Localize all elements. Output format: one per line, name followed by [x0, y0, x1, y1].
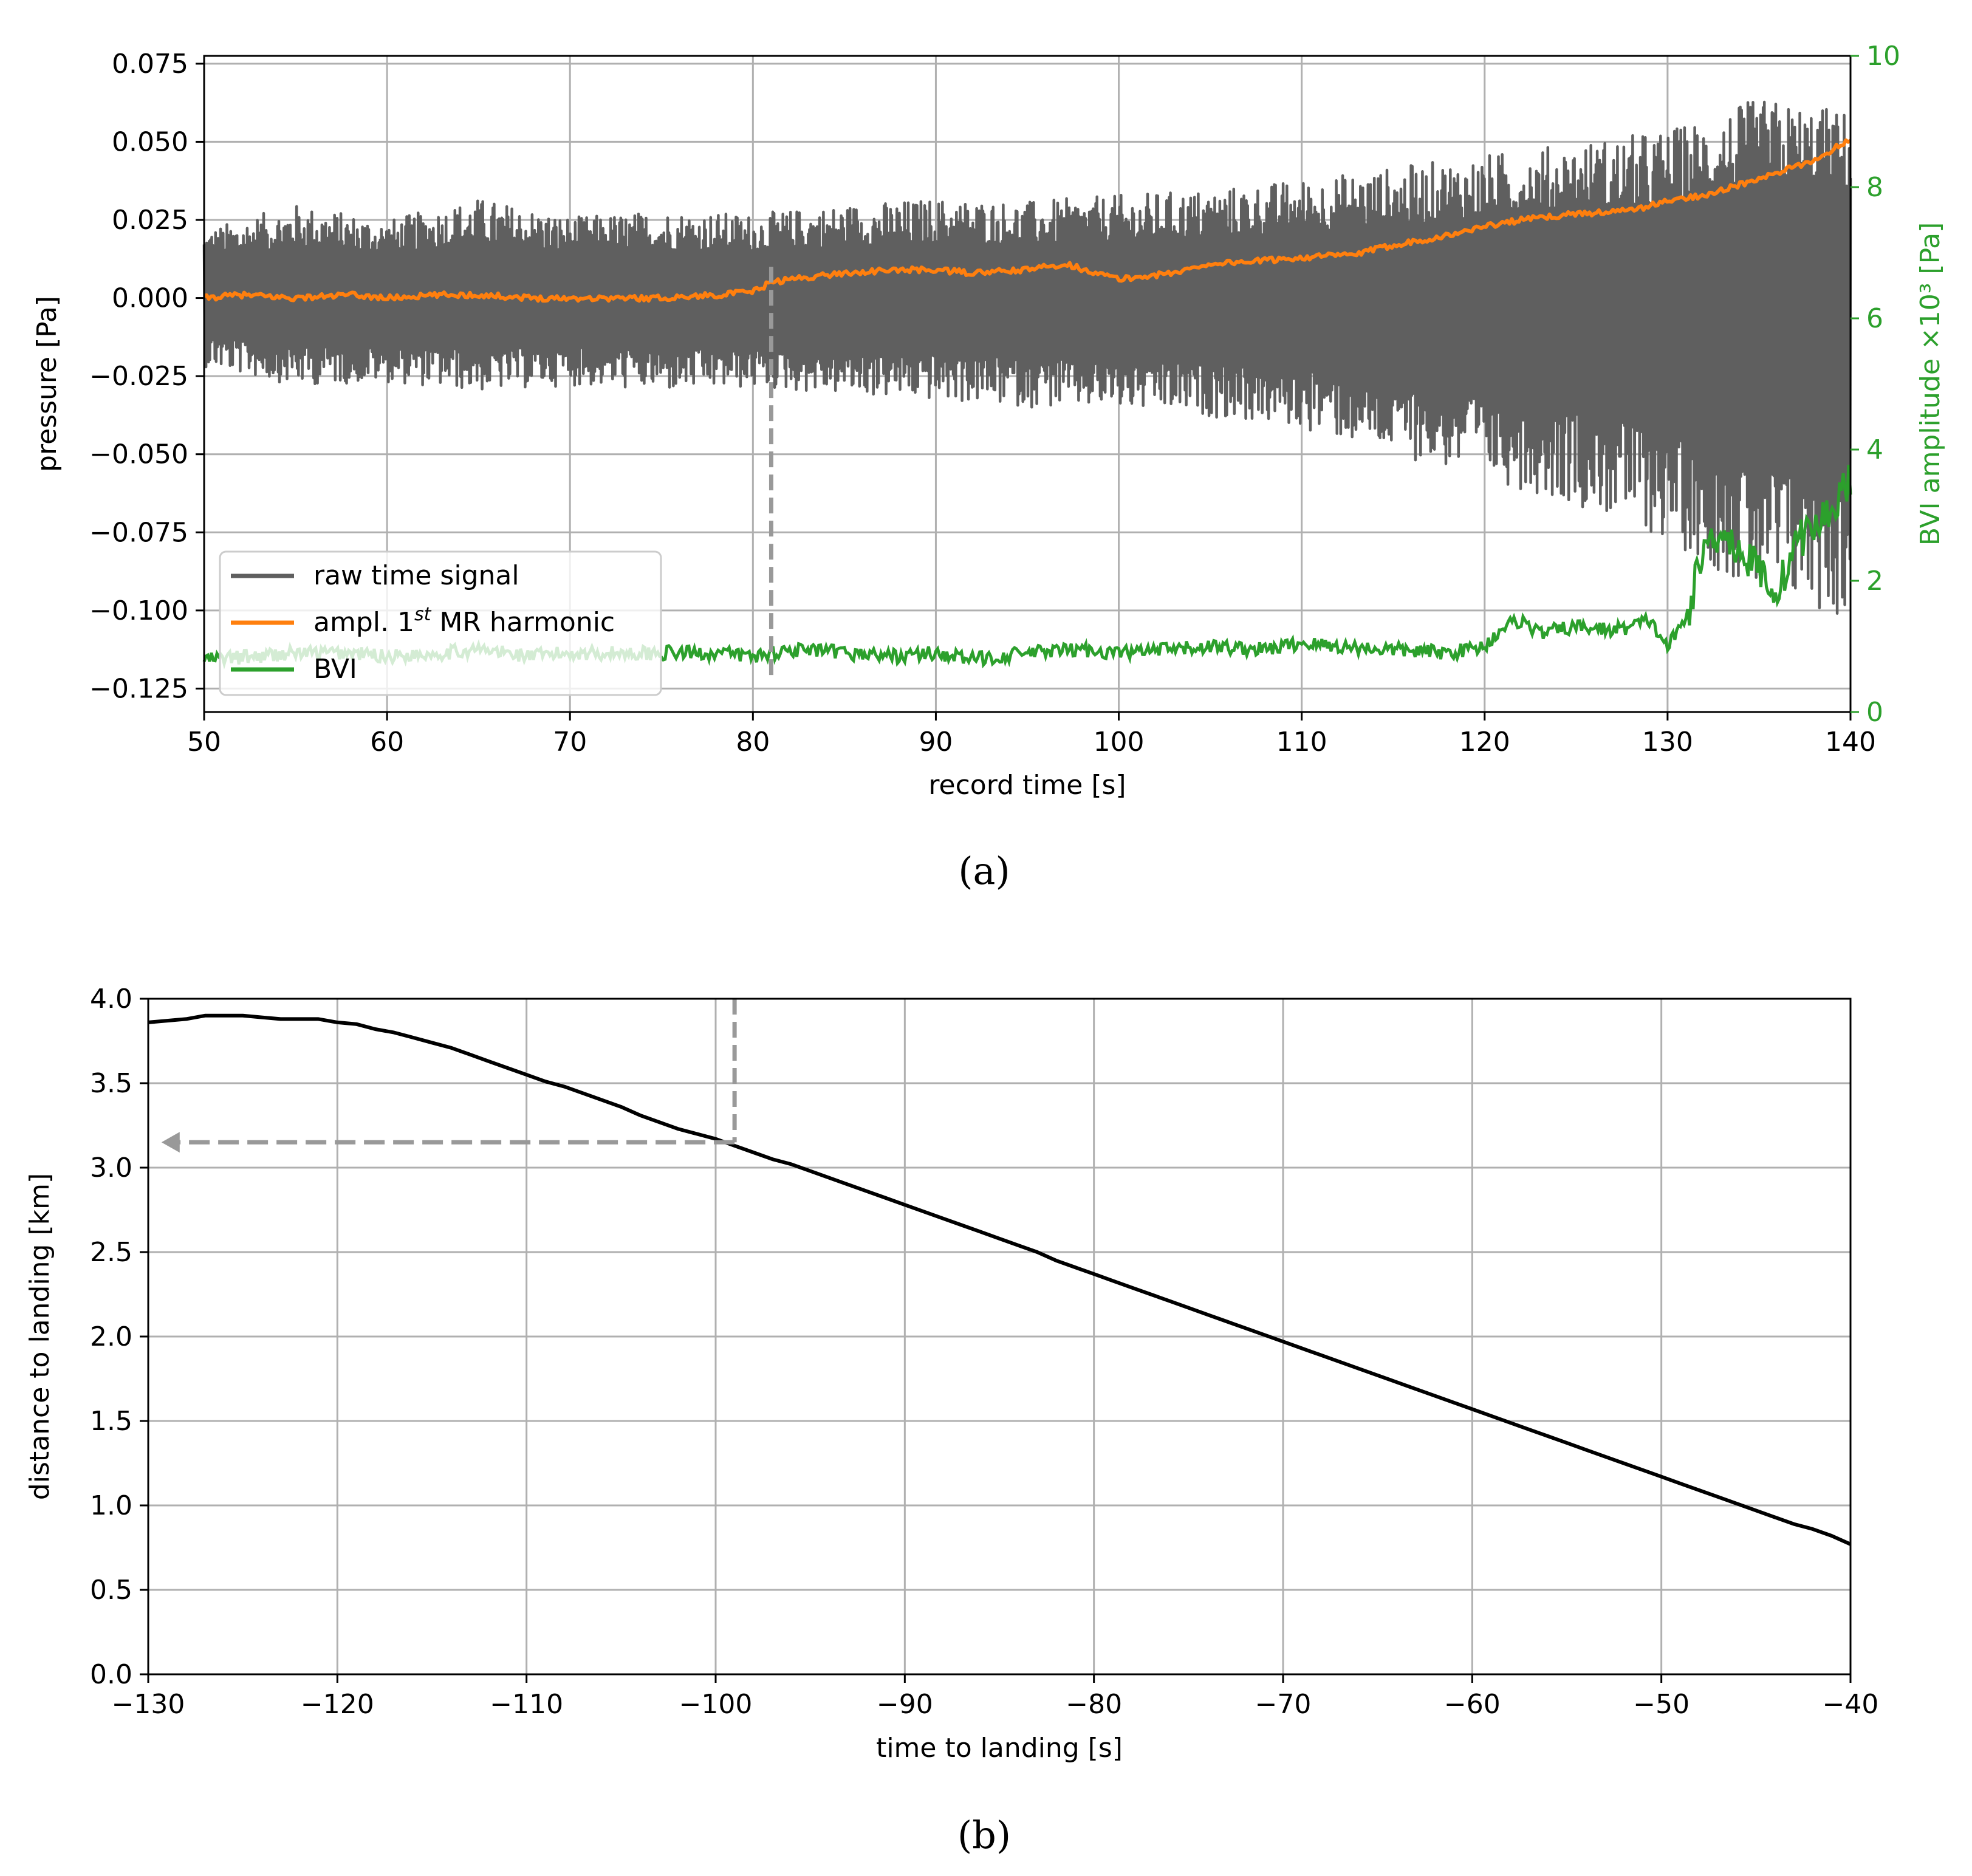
x-tick-label: −40	[1823, 1689, 1879, 1720]
y-tick-label: −0.050	[89, 439, 188, 470]
panel-b-x-axis-label: time to landing [s]	[876, 1733, 1123, 1764]
y-tick-label: 0.025	[112, 205, 188, 236]
legend-label-bvi: BVI	[313, 654, 357, 685]
distance-line	[148, 1013, 1852, 1546]
x-tick-label: −50	[1633, 1689, 1690, 1720]
y-tick-label: 0.050	[112, 126, 188, 157]
legend-box	[219, 550, 662, 696]
distance-line-layer	[148, 1013, 1852, 1546]
panel-b-ticks: −130 −120 −110 −100 −90 −80 −70 −60 −50 −40 0.0 0.5…	[90, 984, 1878, 1720]
x-tick-label: −60	[1444, 1689, 1501, 1720]
x-tick-label: 80	[736, 727, 770, 758]
y-tick-label: 0.000	[112, 283, 188, 314]
mr-harmonic-layer	[203, 138, 1852, 303]
x-tick-label: 100	[1094, 727, 1145, 758]
y-tick-label: 0.075	[112, 49, 188, 80]
panel-b-y-axis-label: distance to landing [km]	[24, 1173, 55, 1500]
y-tick-label: 2.0	[90, 1321, 132, 1352]
panel-a-ticks: 50 60 70 80 90 100 110 120 130 1400.0750.0500.025…	[89, 41, 1900, 758]
y-tick-label: 1.5	[90, 1406, 132, 1437]
y-tick-label: 2.5	[90, 1237, 132, 1268]
x-tick-label: 50	[187, 727, 221, 758]
arrow-head	[161, 1132, 180, 1153]
x-tick-label: −100	[679, 1689, 753, 1720]
raw-signal-layer	[202, 100, 1852, 615]
x-tick-label: 60	[370, 727, 404, 758]
raw-signal-line	[202, 100, 1852, 615]
y-tick-label: 3.0	[90, 1152, 132, 1183]
x-tick-label: −70	[1255, 1689, 1312, 1720]
y-tick-label: 3.5	[90, 1068, 132, 1099]
y-tick-label: 0.5	[90, 1575, 132, 1606]
y-tick-label: −0.125	[89, 673, 188, 704]
y-tick-label: 1.0	[90, 1490, 132, 1521]
right-y-tick-label: 8	[1866, 172, 1883, 203]
x-tick-label: 90	[919, 727, 953, 758]
legend: raw time signal ampl. 1st MR harmonic BV…	[219, 550, 662, 696]
panel-a-right-y-axis-label: BVI amplitude ×10³ [Pa]	[1915, 222, 1946, 546]
y-tick-label: −0.025	[89, 361, 188, 392]
y-tick-label: −0.075	[89, 517, 188, 548]
legend-label-raw: raw time signal	[313, 560, 519, 591]
x-tick-label: 130	[1642, 727, 1693, 758]
x-tick-label: −110	[490, 1689, 563, 1720]
x-tick-label: −120	[301, 1689, 374, 1720]
panel-a-y-axis-label: pressure [Pa]	[32, 296, 63, 472]
right-y-tick-label: 10	[1866, 41, 1900, 72]
panel-b: −130 −120 −110 −100 −90 −80 −70 −60 −50 −40 0.0 0.5…	[24, 984, 1878, 1857]
panel-b-caption: (b)	[957, 1813, 1011, 1857]
panel-a: 50 60 70 80 90 100 110 120 130 1400.0750.0500.025…	[32, 41, 1946, 893]
mr-harmonic-line	[203, 138, 1852, 303]
x-tick-label: −80	[1066, 1689, 1122, 1720]
x-tick-label: 140	[1825, 727, 1876, 758]
panel-a-plot-frame	[203, 55, 1852, 713]
right-y-tick-label: 4	[1866, 434, 1883, 465]
right-y-tick-label: 0	[1866, 697, 1883, 728]
y-tick-label: 0.0	[90, 1659, 132, 1690]
panel-b-marker-layer	[161, 999, 737, 1153]
x-tick-label: 110	[1276, 727, 1327, 758]
x-tick-label: 120	[1459, 727, 1510, 758]
x-tick-label: −130	[112, 1689, 185, 1720]
right-y-tick-label: 6	[1866, 303, 1883, 334]
legend-label-mr: ampl. 1st MR harmonic	[313, 604, 615, 638]
y-tick-label: 4.0	[90, 984, 132, 1015]
right-y-tick-label: 2	[1866, 566, 1883, 597]
x-tick-label: −90	[877, 1689, 933, 1720]
y-tick-label: −0.100	[89, 595, 188, 626]
panel-a-caption: (a)	[958, 849, 1010, 893]
x-tick-label: 70	[553, 727, 587, 758]
panel-a-x-axis-label: record time [s]	[928, 770, 1126, 801]
